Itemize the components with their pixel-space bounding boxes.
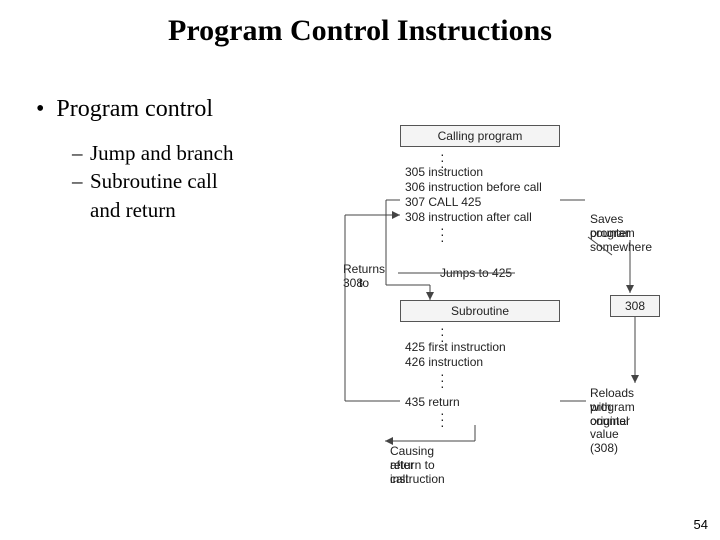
subroutine-diagram: Calling program Subroutine 308 ··· 305 i… [290, 125, 710, 495]
sub-b2: and return [90, 198, 176, 222]
sub-a: Jump and branch [90, 141, 233, 165]
bullet-top: • Program control [36, 96, 213, 123]
diagram-arrows [290, 125, 710, 495]
sub-bullets: –Jump and branch –Subroutine call and re… [72, 140, 233, 225]
slide-title: Program Control Instructions [0, 14, 720, 48]
sub-b1: Subroutine call [90, 169, 218, 193]
bullet-top-text: Program control [56, 96, 213, 122]
page-number: 54 [694, 517, 708, 532]
